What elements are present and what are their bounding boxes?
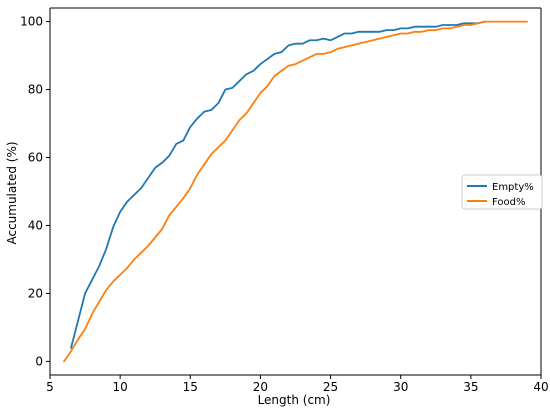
x-tick-label: 5 [46, 380, 54, 394]
legend-label-food: Food% [492, 197, 525, 208]
y-tick-label: 20 [28, 286, 43, 300]
series-line-empty [70, 20, 486, 349]
x-tick-label: 10 [113, 380, 128, 394]
legend: Empty% Food% [461, 174, 543, 210]
x-tick-label: 30 [393, 380, 408, 394]
y-axis-label: Accumulated (%) [5, 141, 19, 244]
y-tick-label: 60 [28, 151, 43, 165]
legend-label-empty: Empty% [492, 182, 534, 193]
x-axis: 5 10 15 20 25 30 35 40 [46, 375, 549, 394]
y-tick-label: 80 [28, 83, 43, 97]
x-tick-label: 35 [463, 380, 478, 394]
series-line-food [63, 20, 528, 363]
x-tick-label: 40 [533, 380, 548, 394]
y-tick-label: 0 [35, 354, 43, 368]
x-tick-label: 15 [183, 380, 198, 394]
x-axis-label: Length (cm) [258, 393, 331, 407]
plot-area [63, 20, 528, 363]
y-tick-label: 40 [28, 218, 43, 232]
x-tick-label: 20 [253, 380, 268, 394]
x-tick-label: 25 [323, 380, 338, 394]
y-tick-label: 100 [20, 15, 43, 29]
y-axis: 0 20 40 60 80 100 [20, 15, 50, 368]
